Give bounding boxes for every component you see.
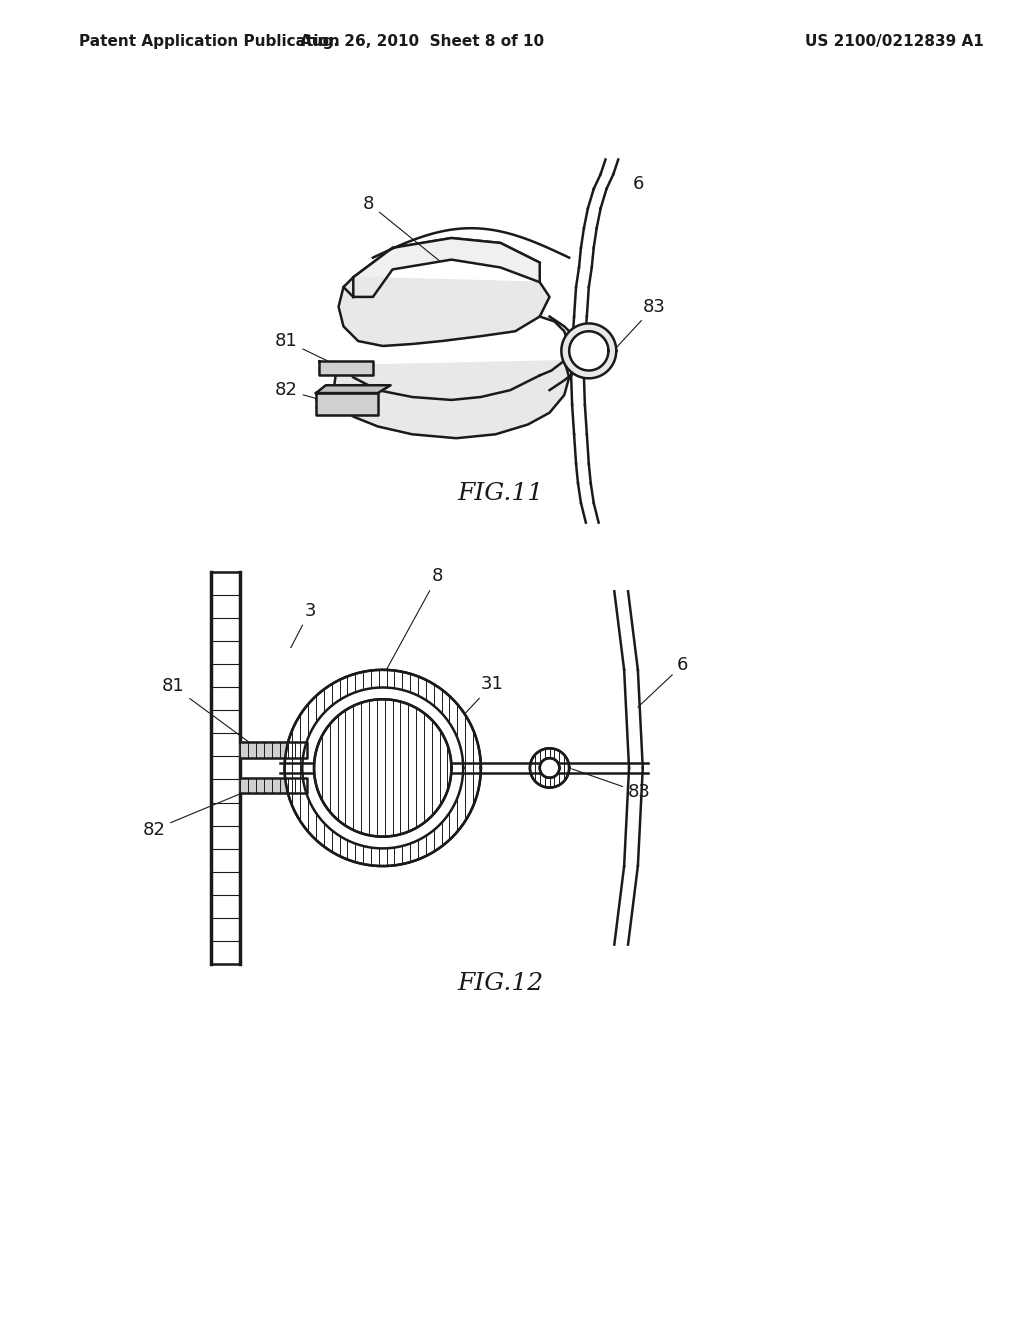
Polygon shape xyxy=(241,742,285,758)
Polygon shape xyxy=(540,758,559,777)
Polygon shape xyxy=(316,393,378,414)
Text: FIG.12: FIG.12 xyxy=(458,973,544,995)
Polygon shape xyxy=(285,669,481,866)
Polygon shape xyxy=(569,331,608,371)
Text: 82: 82 xyxy=(274,381,336,404)
Polygon shape xyxy=(316,385,390,393)
Text: 8: 8 xyxy=(364,194,439,261)
Polygon shape xyxy=(334,360,569,438)
Text: 83: 83 xyxy=(615,297,666,348)
Text: 81: 81 xyxy=(274,331,341,367)
Text: 6: 6 xyxy=(633,176,644,193)
Polygon shape xyxy=(561,323,616,379)
Polygon shape xyxy=(318,360,373,375)
Text: Patent Application Publication: Patent Application Publication xyxy=(79,34,339,49)
Polygon shape xyxy=(339,277,550,346)
Polygon shape xyxy=(241,777,285,793)
Text: 81: 81 xyxy=(162,677,258,748)
Polygon shape xyxy=(314,700,452,837)
Text: 31: 31 xyxy=(443,676,504,737)
Polygon shape xyxy=(353,238,540,297)
Text: 8: 8 xyxy=(374,568,443,692)
Bar xyxy=(211,572,241,964)
Text: 6: 6 xyxy=(638,656,688,708)
Text: 83: 83 xyxy=(571,768,651,801)
Text: Aug. 26, 2010  Sheet 8 of 10: Aug. 26, 2010 Sheet 8 of 10 xyxy=(300,34,544,49)
Text: US 2100/0212839 A1: US 2100/0212839 A1 xyxy=(805,34,983,49)
Text: 82: 82 xyxy=(142,787,257,838)
Text: FIG.11: FIG.11 xyxy=(458,482,544,504)
Text: 3: 3 xyxy=(291,602,315,648)
Polygon shape xyxy=(530,748,569,788)
